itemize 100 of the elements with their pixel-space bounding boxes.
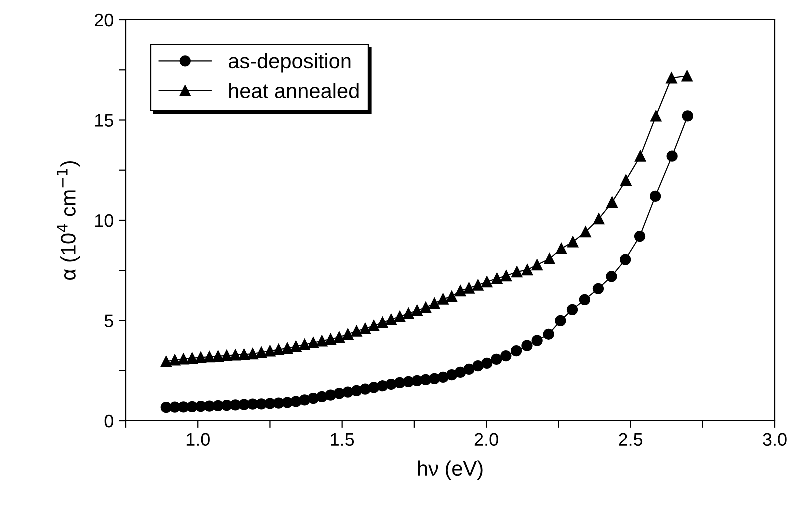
point [606, 271, 618, 282]
point [566, 304, 578, 316]
point [299, 339, 310, 350]
point [342, 328, 354, 340]
point [650, 110, 662, 122]
y-tick-label: 10 [95, 214, 114, 228]
point [532, 259, 543, 271]
point [342, 386, 354, 398]
point [282, 342, 294, 354]
point [230, 350, 242, 361]
point [429, 298, 440, 310]
x-tick-label: 1.5 [331, 433, 354, 446]
point [606, 196, 618, 208]
point [682, 110, 694, 122]
point [247, 348, 258, 360]
point [256, 347, 268, 358]
point [394, 311, 406, 322]
point [592, 283, 604, 294]
point [555, 315, 566, 327]
point [160, 356, 172, 368]
point [290, 396, 302, 408]
point [620, 174, 632, 186]
point [299, 394, 310, 406]
legend-label: as-deposition [228, 53, 351, 73]
point [522, 340, 533, 352]
point [360, 323, 371, 334]
point [204, 400, 216, 412]
point [492, 273, 503, 284]
legend-label: heat annealed [230, 83, 359, 98]
point [316, 336, 328, 347]
y-axis-title: α (10$^{4}$ cm$^{−1}$) [57, 161, 80, 280]
point [377, 317, 388, 328]
point [360, 384, 371, 395]
point [290, 341, 302, 352]
point [455, 366, 466, 378]
point [522, 264, 534, 276]
point [273, 344, 284, 356]
point [666, 150, 678, 162]
point [325, 390, 336, 401]
point [593, 214, 605, 225]
point [403, 308, 414, 320]
point [446, 291, 458, 302]
point [325, 334, 336, 345]
point [186, 352, 198, 364]
y-tick-label: 5 [104, 314, 114, 328]
point [491, 354, 502, 365]
x-tick-label: 2.5 [619, 433, 643, 446]
point [377, 380, 388, 392]
point [169, 354, 181, 366]
point [464, 282, 475, 294]
point [482, 276, 493, 288]
point [580, 226, 592, 238]
point [368, 320, 380, 332]
x-axis-title: hν (eV) [418, 460, 483, 480]
point [666, 72, 678, 84]
point [620, 254, 632, 266]
point [351, 385, 362, 396]
point [420, 302, 432, 314]
y-tick-label: 0 [104, 414, 114, 428]
point [238, 349, 250, 360]
point [438, 372, 449, 384]
point [472, 280, 484, 291]
point [556, 243, 568, 255]
point [334, 332, 346, 343]
point [511, 345, 522, 357]
point [464, 364, 475, 376]
point [446, 370, 458, 381]
point [568, 236, 579, 248]
point [438, 294, 449, 305]
point [650, 190, 662, 202]
point [195, 352, 207, 364]
point [500, 350, 512, 362]
y-tick-label: 20 [95, 14, 114, 27]
x-tick-label: 1.0 [186, 433, 210, 446]
point [351, 326, 362, 337]
point [532, 335, 543, 346]
point [316, 391, 328, 402]
point [221, 350, 233, 362]
point [544, 253, 556, 265]
point [579, 294, 590, 306]
point [634, 230, 646, 242]
point [412, 305, 423, 316]
point [308, 337, 320, 349]
point [368, 382, 380, 394]
point [635, 150, 646, 162]
point [500, 270, 512, 282]
point [308, 392, 320, 404]
point [455, 286, 466, 297]
point [472, 360, 484, 372]
y-tick-label: 15 [95, 114, 114, 127]
x-tick-label: 3.0 [763, 433, 787, 446]
point [682, 70, 693, 82]
point [204, 351, 216, 363]
point [429, 373, 440, 384]
point [403, 376, 414, 388]
point [512, 266, 523, 278]
point [386, 314, 397, 326]
x-tick-label: 2.0 [474, 433, 498, 446]
point [178, 402, 190, 413]
point [482, 358, 493, 370]
